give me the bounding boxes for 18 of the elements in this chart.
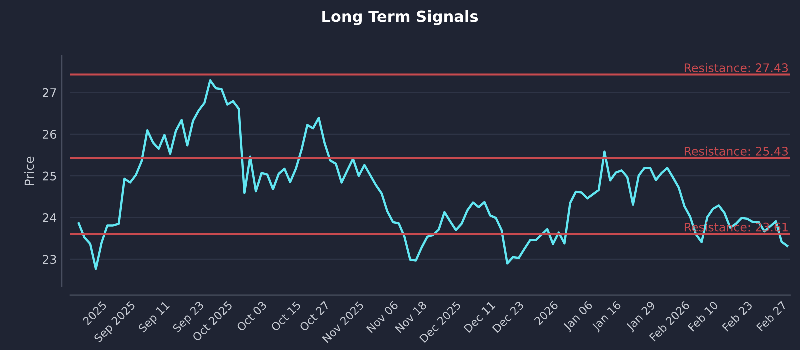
x-tick-label: Sep 11: [138, 301, 172, 335]
x-tick-label: Oct 15: [270, 301, 302, 332]
x-tick-label: Oct 27: [299, 301, 330, 332]
ref-line-label: Resistance: 25.43: [684, 146, 788, 156]
y-tick-label: 26: [43, 130, 56, 140]
y-axis-title: Price: [24, 156, 34, 186]
ref-line-label: Resistance: 27.43: [684, 63, 788, 72]
x-tick-label: Jan 16: [591, 300, 624, 333]
x-tick-label: Oct 03: [236, 300, 268, 332]
y-tick-label: 24: [43, 214, 57, 222]
y-tick-label: 25: [43, 172, 56, 181]
chart-title: Long Term Signals: [322, 10, 478, 26]
y-tick-label: 23: [43, 255, 56, 264]
x-tick-label: Feb 27: [756, 300, 788, 332]
x-tick-label: Jan 29: [626, 300, 658, 333]
x-tick-label: Feb 23: [722, 300, 753, 332]
line-series: [78, 79, 789, 270]
y-tick-label: 27: [43, 88, 56, 98]
